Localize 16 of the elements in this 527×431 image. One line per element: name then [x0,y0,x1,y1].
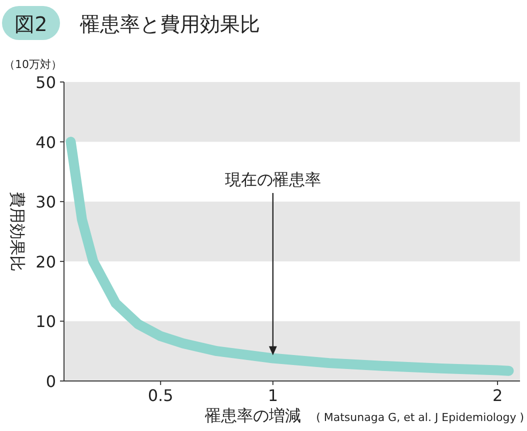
y-tick-label: 0 [46,372,56,391]
y-tick-label: 50 [36,73,56,92]
y-tick-label: 20 [36,252,56,272]
x-tick-label: 2 [492,386,503,405]
caption: 図2 [14,12,48,36]
text: （10万対） [4,58,62,71]
x-tick-label: 1 [268,386,278,405]
annotation: 現在の罹患率 [224,170,321,189]
y-tick-label: 30 [36,192,56,212]
x-tick-label: 0.5 [148,386,174,405]
y-tick-label: 10 [36,312,56,332]
x-axis-title: 罹患率の増減 [204,406,301,425]
text: ( Matsunaga G, et al. J Epidemiology ) [316,411,524,424]
y-axis-title: 費用効果比 [8,192,27,272]
y-tick-label: 40 [36,132,56,152]
chart-title: 罹患率と費用効果比 [79,12,260,36]
